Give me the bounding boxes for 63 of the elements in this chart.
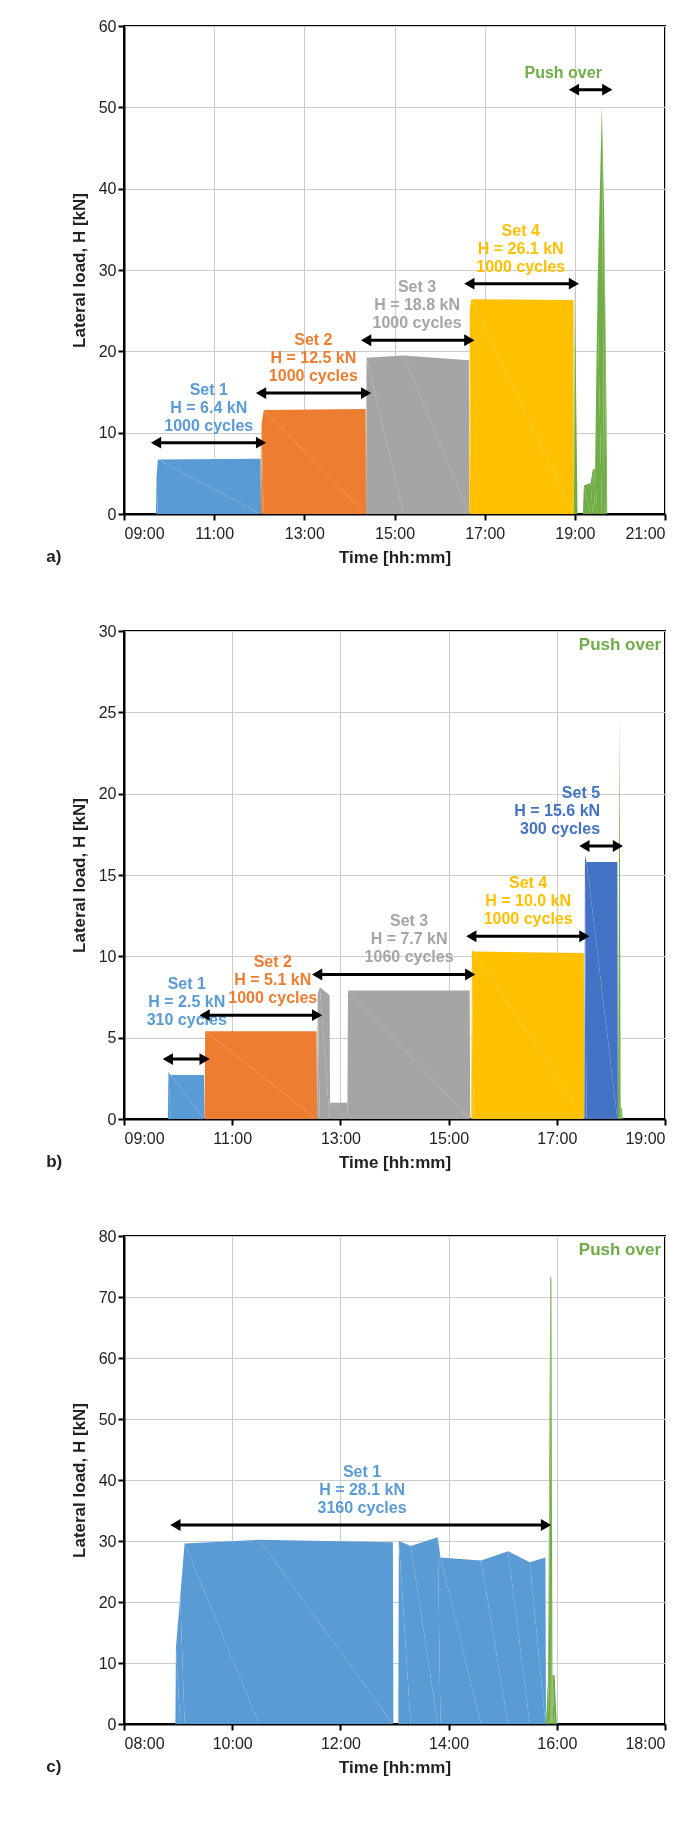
y-tick-label: 10: [98, 424, 117, 442]
y-tick-label: 50: [98, 98, 117, 116]
x-tick-label: 14:00: [429, 1734, 470, 1752]
text: a): [46, 547, 62, 566]
y-tick-label: 50: [98, 1410, 117, 1428]
y-tick-label: 0: [107, 1715, 117, 1733]
y-tick-label: 0: [107, 1110, 117, 1128]
annotation: Set 2 H = 5.1 kN 1000 cycles: [228, 953, 318, 1007]
x-tick-label: 17:00: [537, 1129, 578, 1147]
x-tick-label: 15:00: [429, 1129, 470, 1147]
x-tick-label: 17:00: [465, 524, 506, 542]
x-tick-label: 19:00: [555, 524, 596, 542]
y-tick-label: 15: [98, 866, 117, 884]
text: b): [46, 1152, 63, 1171]
y-tick-label: 40: [98, 1471, 117, 1489]
annotation: Set 2 H = 12.5 kN 1000 cycles: [268, 331, 358, 385]
x-axis-title: Time [hh:mm]: [338, 1152, 452, 1172]
y-tick-label: 5: [107, 1029, 117, 1047]
y-tick-label: 20: [98, 785, 117, 803]
x-tick-label: 18:00: [625, 1734, 666, 1752]
annotation: Set 5 H = 15.6 kN 300 cycles: [514, 783, 601, 837]
y-tick-label: 20: [98, 1593, 117, 1611]
y-tick-label: 60: [98, 1349, 117, 1367]
x-axis-title: Time [hh:mm]: [338, 1757, 452, 1777]
y-tick-label: 70: [98, 1288, 117, 1306]
text: c): [46, 1757, 62, 1776]
x-tick-label: 12:00: [320, 1734, 362, 1752]
y-axis-title: Lateral load, H [kN]: [69, 193, 89, 348]
x-tick-label: 09:00: [124, 1129, 165, 1147]
annotation: Set 1 H = 28.1 kN 3160 cycles: [317, 1463, 407, 1516]
x-tick-label: 13:00: [320, 1129, 362, 1147]
y-tick-label: 60: [98, 17, 117, 35]
x-tick-label: 10:00: [212, 1734, 253, 1752]
annotation: Set 4 H = 26.1 kN 1000 cycles: [476, 221, 566, 275]
y-tick-label: 30: [98, 1532, 117, 1550]
x-axis-title: Time [hh:mm]: [338, 547, 452, 567]
annotation: Set 3 H = 18.8 kN 1000 cycles: [372, 278, 462, 332]
y-tick-label: 30: [98, 622, 117, 640]
annotation: Push over: [578, 1240, 662, 1259]
y-axis-title: Lateral load, H [kN]: [69, 798, 89, 953]
annotation: Set 1 H = 6.4 kN 1000 cycles: [164, 380, 254, 434]
x-tick-label: 13:00: [284, 524, 325, 542]
annotation: Set 4 H = 10.0 kN 1000 cycles: [483, 874, 573, 928]
y-tick-label: 0: [107, 505, 117, 523]
y-axis-title: Lateral load, H [kN]: [69, 1403, 89, 1558]
y-tick-label: 25: [98, 703, 117, 721]
x-tick-label: 15:00: [374, 524, 416, 542]
y-tick-label: 30: [98, 261, 117, 279]
x-tick-label: 11:00: [213, 1129, 253, 1147]
y-tick-label: 10: [98, 1654, 117, 1672]
annotation: Push over: [524, 63, 602, 81]
annotation: Set 3 H = 7.7 kN 1060 cycles: [364, 912, 454, 966]
x-tick-label: 09:00: [124, 524, 165, 542]
y-tick-label: 80: [98, 1227, 117, 1245]
y-tick-label: 10: [98, 947, 117, 965]
x-tick-label: 19:00: [625, 1129, 666, 1147]
annotation: Push over: [578, 635, 662, 654]
y-tick-label: 20: [98, 342, 117, 360]
x-tick-label: 08:00: [124, 1734, 165, 1752]
x-tick-label: 11:00: [195, 524, 235, 542]
y-tick-label: 40: [98, 180, 117, 198]
x-tick-label: 16:00: [537, 1734, 578, 1752]
x-tick-label: 21:00: [625, 524, 666, 542]
